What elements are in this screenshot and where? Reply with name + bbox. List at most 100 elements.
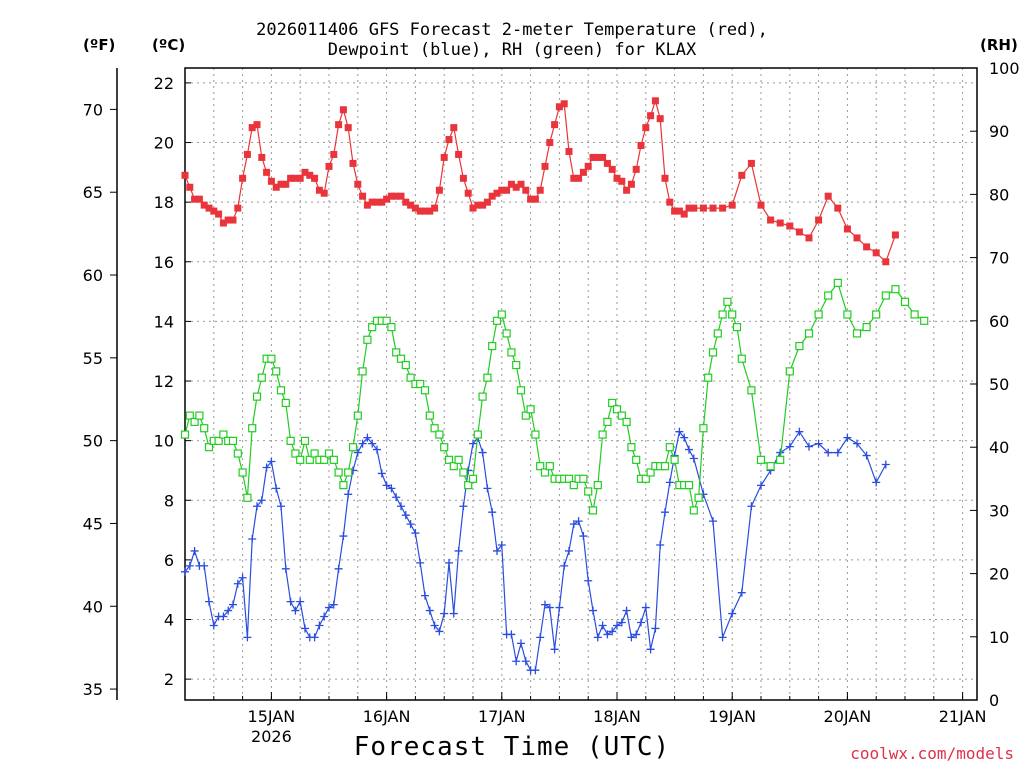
dewpoint-point	[824, 448, 833, 457]
relative-humidity-point	[684, 481, 694, 490]
relative-humidity-point	[200, 424, 209, 433]
dewpoint-point	[565, 546, 573, 555]
temperature-point	[335, 121, 343, 129]
relative-humidity-point	[598, 430, 607, 439]
x-tick-label: 16JAN	[363, 707, 411, 726]
dewpoint-point	[637, 618, 645, 627]
y-tick-label-fahrenheit: 55	[83, 349, 103, 368]
temperature-point	[853, 234, 861, 242]
relative-humidity-point	[430, 424, 439, 433]
dewpoint-point	[281, 564, 290, 573]
dewpoint-point	[368, 439, 377, 448]
temperature-point	[618, 177, 626, 185]
temperature-point	[666, 198, 674, 206]
temperature-point	[579, 168, 587, 176]
relative-humidity-point	[833, 278, 842, 287]
temperature-point	[229, 216, 237, 224]
temperature-point	[493, 189, 501, 197]
relative-humidity-series	[180, 278, 929, 515]
dewpoint-point	[737, 588, 746, 597]
temperature-point	[815, 216, 823, 224]
dewpoint-point	[406, 520, 415, 529]
relative-humidity-point	[492, 316, 502, 325]
temperature-point	[421, 207, 429, 215]
dewpoint-point	[190, 546, 199, 555]
dewpoint-point	[233, 579, 242, 588]
relative-humidity-point	[785, 367, 794, 376]
chart-title-line1: 2026011406 GFS Forecast 2-meter Temperat…	[256, 20, 768, 40]
temperature-point	[503, 186, 511, 194]
relative-humidity-point	[488, 341, 497, 351]
dewpoint-point	[541, 600, 549, 609]
dewpoint-point	[411, 529, 420, 538]
relative-humidity-point	[363, 335, 372, 344]
relative-humidity-point	[233, 449, 242, 458]
temperature-point	[224, 216, 232, 224]
relative-humidity-point	[459, 468, 468, 477]
temperature-point	[699, 204, 707, 212]
temperature-point	[671, 207, 679, 215]
dewpoint-point	[747, 502, 756, 511]
relative-humidity-point	[478, 392, 487, 401]
relative-humidity-point	[228, 436, 238, 445]
relative-humidity-point	[416, 379, 425, 389]
dewpoint-point	[224, 606, 233, 615]
temperature-point	[219, 219, 227, 227]
temperature-point	[407, 201, 415, 209]
y-tick-label-celsius: 2	[164, 670, 174, 689]
relative-humidity-point	[502, 329, 511, 338]
temperature-point	[186, 183, 194, 191]
relative-humidity-point	[300, 436, 310, 445]
temperature-point	[344, 124, 352, 132]
y-tick-label-rh: 40	[989, 438, 1009, 457]
temperature-point	[459, 174, 467, 182]
relative-humidity-point	[627, 443, 636, 452]
dewpoint-point	[507, 630, 516, 639]
temperature-point	[488, 192, 496, 200]
temperature-point	[464, 189, 472, 197]
temperature-point	[195, 195, 203, 203]
temperature-point	[248, 124, 256, 132]
x-tick-sublabel: 2026	[251, 727, 292, 746]
temperature-point	[253, 121, 261, 129]
dewpoint-point	[401, 511, 410, 520]
relative-humidity-point	[497, 310, 506, 319]
relative-humidity-point	[545, 462, 554, 471]
dewpoint-point	[267, 457, 276, 466]
dewpoint-point	[339, 532, 348, 541]
relative-humidity-point	[843, 310, 852, 319]
y-tick-label-rh: 20	[989, 565, 1009, 584]
relative-humidity-point	[358, 367, 367, 376]
relative-humidity-point	[622, 417, 631, 427]
temperature-point	[527, 195, 535, 203]
dewpoint-point	[617, 618, 626, 627]
temperature-point	[738, 171, 746, 179]
temperature-point	[330, 150, 338, 158]
dewpoint-point	[229, 600, 237, 609]
relative-humidity-point	[536, 462, 545, 471]
temperature-point	[767, 216, 775, 224]
temperature-point	[551, 121, 559, 129]
relative-humidity-point	[310, 449, 319, 458]
dewpoint-point	[656, 540, 665, 549]
dewpoint-point	[209, 621, 218, 630]
dewpoint-point	[497, 540, 506, 549]
dewpoint-point	[277, 502, 285, 511]
temperature-point	[594, 153, 602, 161]
relative-humidity-point	[699, 424, 708, 433]
relative-humidity-point	[425, 411, 434, 420]
x-tick-label: 15JAN	[248, 707, 296, 726]
dewpoint-point	[301, 624, 309, 633]
relative-humidity-point	[718, 310, 727, 319]
relative-humidity-point	[435, 430, 444, 439]
relative-humidity-point	[814, 310, 823, 319]
dewpoint-point	[459, 502, 468, 511]
dewpoint-point	[334, 564, 343, 573]
temperature-point	[805, 234, 813, 242]
dewpoint-point	[219, 612, 228, 621]
temperature-point	[416, 207, 424, 215]
temperature-point	[541, 162, 549, 170]
dewpoint-point	[320, 612, 329, 621]
relative-humidity-point	[392, 348, 401, 357]
temperature-point	[191, 195, 199, 203]
